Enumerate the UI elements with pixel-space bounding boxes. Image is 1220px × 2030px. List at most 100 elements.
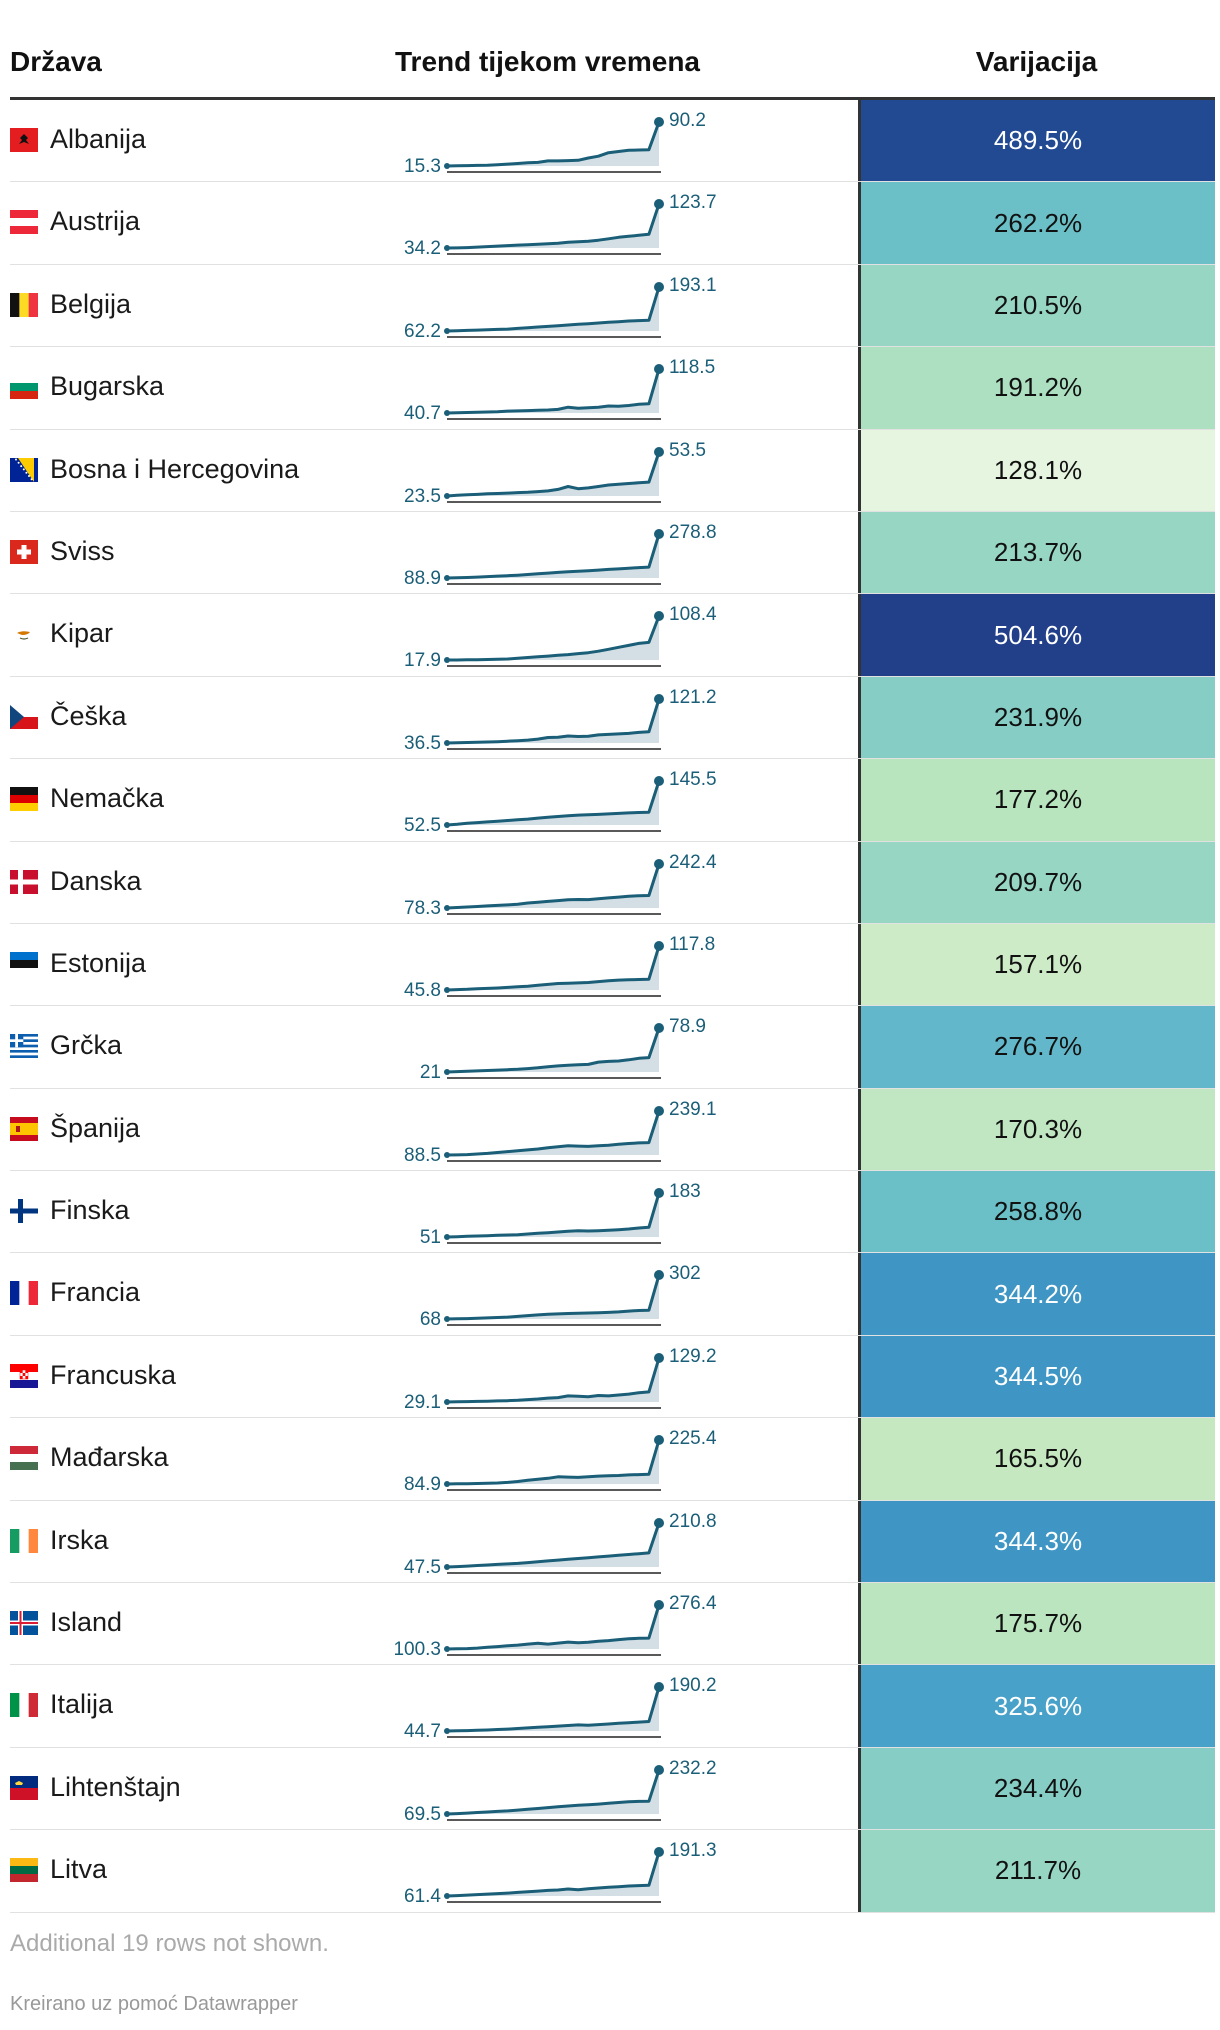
sparkline-end-point <box>654 1352 664 1363</box>
sparkline-start-point <box>444 739 450 746</box>
sparkline-start-point <box>444 1234 450 1241</box>
sparkline-area <box>447 451 659 496</box>
sparkline-line <box>446 1522 661 1569</box>
trend-end-label: 123.7 <box>669 192 717 213</box>
table-row: Nemačka 52.5 145.5 177.2% <box>10 759 1215 842</box>
sparkline-start-point <box>444 1316 450 1323</box>
sparkline-line <box>446 1027 661 1074</box>
sparkline-line <box>446 1110 661 1157</box>
trend-end-label: 193.1 <box>669 275 717 296</box>
sparkline-area <box>447 863 659 908</box>
sparkline-area <box>447 1605 659 1650</box>
country-name: Irska <box>50 1524 109 1555</box>
sparkline-start-point <box>444 657 450 664</box>
sparkline-area <box>447 1357 659 1402</box>
sparkline-end-point <box>654 1600 664 1611</box>
sparkline-line <box>446 1851 661 1898</box>
variation-cell: 191.2% <box>858 347 1215 429</box>
sparkline-end-point <box>654 1270 664 1281</box>
trend-end-label: 78.9 <box>669 1016 706 1037</box>
table-row: Francuska 29.1 129.2 344.5% <box>10 1335 1215 1419</box>
trend-end-label: 117.8 <box>669 934 715 955</box>
trend-start-label: 88.9 <box>404 568 441 589</box>
variation-cell: 504.6% <box>858 594 1215 676</box>
table-row: Češka 36.5 121.2 231.9% <box>10 676 1215 760</box>
sparkline-start-point <box>444 1810 450 1817</box>
trend-start-label: 40.7 <box>404 403 441 424</box>
variation-cell: 157.1% <box>858 923 1215 1006</box>
sparkline-line <box>446 1604 661 1651</box>
trend-sparkline: 69.5 232.2 <box>404 1758 717 1825</box>
table-row: Mađarska 84.9 225.4 165.5% <box>10 1418 1215 1501</box>
italy-flag-icon <box>10 1693 38 1718</box>
trend-end-label: 276.4 <box>669 1593 717 1614</box>
sparkline-end-point <box>654 693 664 704</box>
country-name: Danska <box>50 865 142 896</box>
sparkline-line <box>446 1275 661 1321</box>
table-row: Bosna i Hercegovina 23.5 53.5 128.1% <box>10 429 1215 512</box>
country-column-header[interactable]: Država <box>10 46 102 77</box>
trend-start-label: 61.4 <box>404 1886 441 1907</box>
sparkline-start-point <box>444 327 450 334</box>
table-row: Italija 44.7 190.2 325.6% <box>10 1665 1215 1748</box>
country-name: Bugarska <box>50 371 165 402</box>
sparkline-end-point <box>654 364 664 375</box>
table-row: Irska 47.5 210.8 344.3% <box>10 1500 1215 1584</box>
trend-start-label: 84.9 <box>404 1474 441 1495</box>
trend-start-label: 15.3 <box>404 156 441 177</box>
sparkline-area <box>447 698 659 743</box>
trend-end-label: 210.8 <box>669 1511 717 1532</box>
sparkline-area <box>447 1110 659 1155</box>
trend-end-label: 225.4 <box>669 1428 717 1449</box>
country-name: Mađarska <box>50 1442 169 1473</box>
sparkline-start-point <box>444 163 450 169</box>
country-name: Bosna i Hercegovina <box>50 453 300 484</box>
sparkline-end-point <box>654 199 664 210</box>
france-flag-icon <box>10 1281 38 1306</box>
table-row: Lihtenštajn 69.5 232.2 234.4% <box>10 1747 1215 1831</box>
trend-sparkline: 88.5 239.1 <box>404 1099 717 1166</box>
trend-column-header[interactable]: Trend tijekom vremena <box>395 46 701 77</box>
trend-end-label: 118.5 <box>669 357 715 378</box>
sparkline-start-point <box>444 986 450 993</box>
cyprus-flag-icon <box>10 622 38 647</box>
sparkline-start-point <box>444 1893 450 1900</box>
variation-cell: 344.2% <box>858 1253 1215 1335</box>
sparkline-end-point <box>654 1188 664 1199</box>
sparkline-line <box>446 203 661 250</box>
sparkline-area <box>447 204 659 249</box>
country-name: Litva <box>50 1854 108 1885</box>
variation-cell: 325.6% <box>858 1665 1215 1747</box>
liechtenstein-flag-icon <box>10 1775 38 1800</box>
trend-end-label: 53.5 <box>669 440 706 461</box>
variation-cell: 177.2% <box>858 759 1215 841</box>
sparkline-area <box>447 286 659 331</box>
sparkline-area <box>447 616 659 661</box>
sparkline-start-point <box>444 245 450 252</box>
variation-cell: 489.5% <box>858 100 1215 182</box>
trend-end-label: 302 <box>669 1263 701 1284</box>
trend-start-label: 44.7 <box>404 1721 441 1742</box>
trend-start-label: 36.5 <box>404 733 441 754</box>
trend-start-label: 21 <box>420 1062 441 1083</box>
trend-start-label: 78.3 <box>404 898 441 919</box>
spain-flag-icon <box>10 1116 38 1141</box>
table-row: Island 100.3 276.4 175.7% <box>10 1583 1215 1666</box>
trend-start-label: 52.5 <box>404 815 441 836</box>
table-row: Francia 68 302 344.2% <box>10 1253 1215 1336</box>
country-name: Francuska <box>50 1359 177 1390</box>
table-row: Bugarska 40.7 118.5 191.2% <box>10 347 1215 430</box>
sparkline-line <box>447 615 661 662</box>
trend-sparkline: 17.9 108.4 <box>404 604 717 671</box>
variation-column-header[interactable]: Varijacija <box>975 46 1098 77</box>
table-row: Estonija 45.8 117.8 157.1% <box>10 923 1215 1007</box>
sparkline-end-point <box>654 446 664 457</box>
country-name: Estonija <box>50 947 147 978</box>
sparkline-line <box>446 945 661 992</box>
trend-sparkline: 78.3 242.4 <box>404 852 717 919</box>
sparkline-area <box>447 533 659 578</box>
variation-cell: 211.7% <box>858 1830 1215 1912</box>
trend-end-label: 242.4 <box>669 852 717 873</box>
sparkline-line <box>446 863 661 910</box>
sparkline-end-point <box>654 776 664 787</box>
